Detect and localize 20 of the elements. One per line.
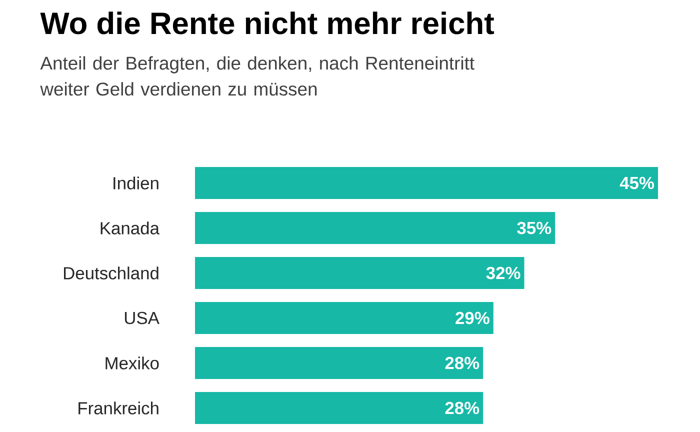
- data-label: 45%: [620, 176, 654, 190]
- y-tick-label: Deutschland: [64, 266, 158, 280]
- bar: [195, 257, 524, 290]
- y-tick-label: Kanada: [100, 222, 160, 234]
- y-tick-label: Indien: [114, 176, 158, 190]
- y-tick-label: Frankreich: [78, 402, 158, 414]
- bar: [195, 212, 556, 244]
- data-label: 28%: [445, 402, 480, 414]
- y-tick-label: Mexiko: [106, 356, 159, 370]
- data-label: 29%: [456, 312, 490, 324]
- chart-subtitle: Anteil der Befragten, die denken, nach Renteneintritt weiter Geld verdienen zu müssen: [40, 56, 474, 96]
- data-label: 35%: [517, 222, 552, 234]
- bar: [195, 392, 484, 424]
- y-tick-label: USA: [124, 312, 160, 324]
- data-label: 28%: [445, 356, 480, 370]
- bar: [195, 167, 658, 200]
- data-label: 32%: [486, 266, 520, 280]
- bar: [195, 302, 494, 334]
- bar: [195, 347, 484, 380]
- chart-title: Wo die Rente nicht mehr reicht: [40, 12, 494, 34]
